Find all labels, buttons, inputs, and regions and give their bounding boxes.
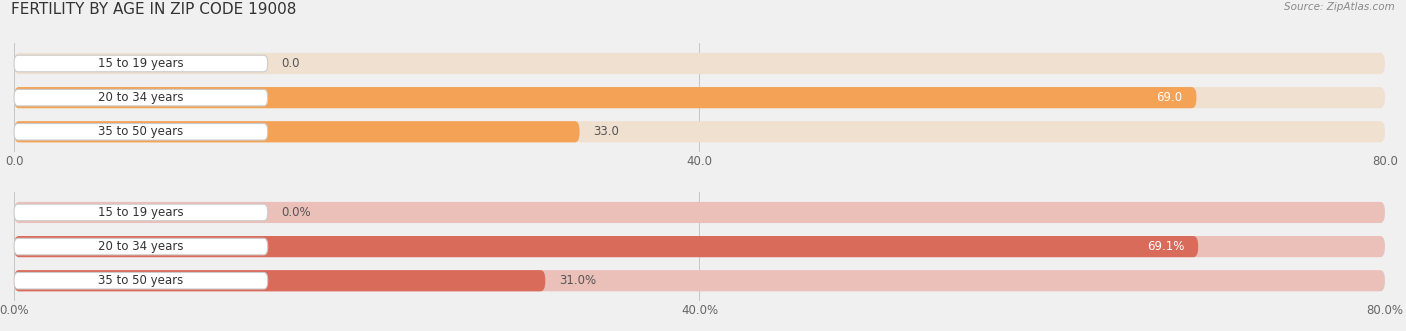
FancyBboxPatch shape <box>14 270 1385 291</box>
Text: 20 to 34 years: 20 to 34 years <box>98 240 184 253</box>
FancyBboxPatch shape <box>14 123 267 140</box>
Text: 69.0: 69.0 <box>1157 91 1182 104</box>
FancyBboxPatch shape <box>14 89 267 106</box>
Text: 33.0: 33.0 <box>593 125 619 138</box>
Text: 35 to 50 years: 35 to 50 years <box>98 274 184 287</box>
Text: 31.0%: 31.0% <box>560 274 596 287</box>
FancyBboxPatch shape <box>14 270 546 291</box>
Text: 0.0%: 0.0% <box>281 206 311 219</box>
Text: FERTILITY BY AGE IN ZIP CODE 19008: FERTILITY BY AGE IN ZIP CODE 19008 <box>11 2 297 17</box>
FancyBboxPatch shape <box>14 236 1198 257</box>
Text: 0.0: 0.0 <box>281 57 299 70</box>
FancyBboxPatch shape <box>14 238 267 255</box>
Text: 69.1%: 69.1% <box>1147 240 1184 253</box>
FancyBboxPatch shape <box>14 121 579 142</box>
FancyBboxPatch shape <box>14 204 267 221</box>
FancyBboxPatch shape <box>14 236 1385 257</box>
Text: 20 to 34 years: 20 to 34 years <box>98 91 184 104</box>
FancyBboxPatch shape <box>14 272 267 289</box>
Text: 15 to 19 years: 15 to 19 years <box>98 206 184 219</box>
Text: Source: ZipAtlas.com: Source: ZipAtlas.com <box>1284 2 1395 12</box>
FancyBboxPatch shape <box>14 87 1385 108</box>
Text: 15 to 19 years: 15 to 19 years <box>98 57 184 70</box>
FancyBboxPatch shape <box>14 55 267 72</box>
FancyBboxPatch shape <box>14 121 1385 142</box>
Text: 35 to 50 years: 35 to 50 years <box>98 125 184 138</box>
FancyBboxPatch shape <box>14 202 1385 223</box>
FancyBboxPatch shape <box>14 87 1197 108</box>
FancyBboxPatch shape <box>14 53 1385 74</box>
